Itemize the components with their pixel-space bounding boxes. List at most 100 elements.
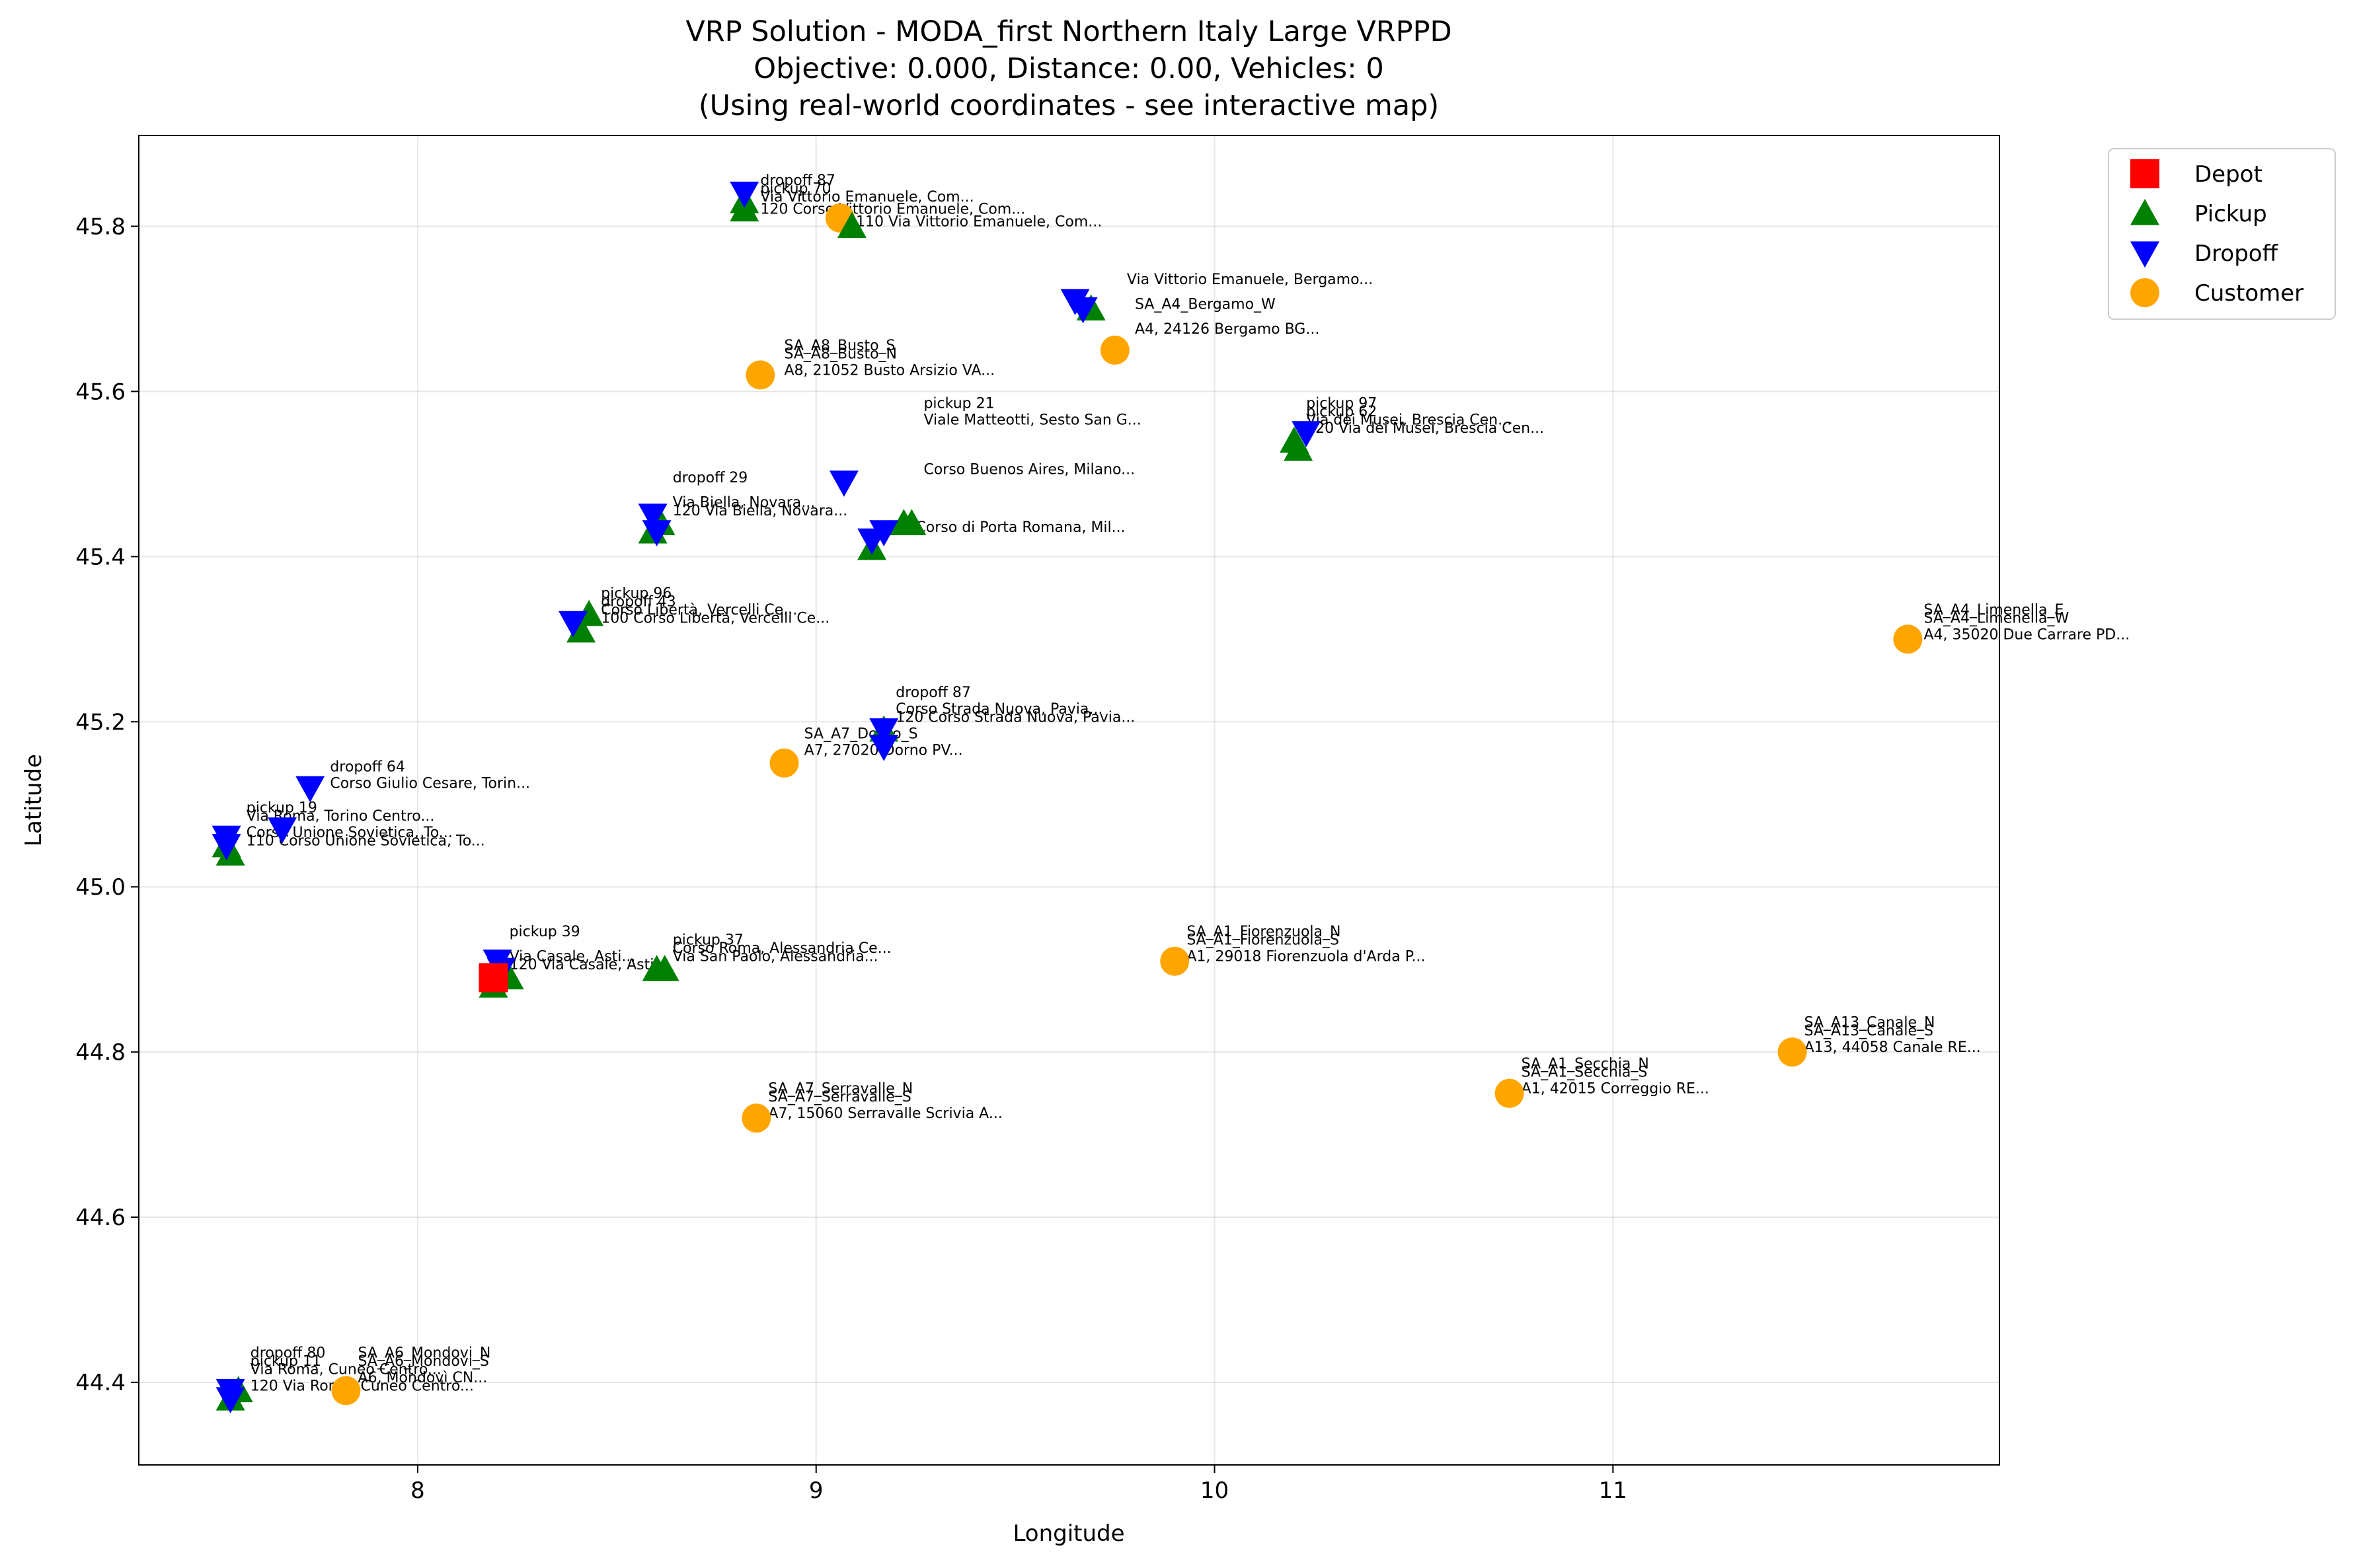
depot-marker [479, 963, 508, 992]
point-annotation: A1, 29018 Fiorenzuola d'Arda P... [1186, 949, 1425, 965]
customer-marker [1160, 946, 1190, 976]
point-annotation: dropoff 64 [330, 759, 405, 775]
grid-layer [139, 135, 1999, 1465]
point-annotation: Corso Libertà, Vercelli Ce... [601, 602, 797, 618]
x-tick-label: 9 [809, 1477, 824, 1504]
point-annotation: pickup 97 [1306, 395, 1377, 412]
y-axis-label: Latitude [20, 754, 47, 846]
y-tick-label: 45.8 [75, 213, 126, 240]
legend-customer-marker [2130, 278, 2159, 307]
chart-subtitle-2: (Using real-world coordinates - see inte… [699, 89, 1439, 122]
x-axis-label: Longitude [1013, 1520, 1124, 1547]
point-annotation: SA_A8_Busto_N [785, 346, 898, 362]
chart-subtitle: Objective: 0.000, Distance: 0.00, Vehicl… [754, 52, 1383, 85]
point-annotation: A8, 21052 Busto Arsizio VA... [785, 362, 995, 379]
legend-depot-label: Depot [2194, 161, 2262, 188]
point-annotation: SA_A13_Canale_S [1804, 1023, 1933, 1039]
dropoff-marker [1068, 297, 1098, 324]
customer-marker [1100, 335, 1130, 365]
point-annotation: SA_A4_Limenella_W [1923, 610, 2069, 626]
dropoff-marker [295, 776, 325, 803]
point-annotation: Corso di Porta Romana, Mil... [915, 519, 1125, 536]
point-annotation: Corso Strada Nuova, Pavia... [896, 701, 1102, 718]
point-annotation: pickup 96 [601, 585, 672, 602]
point-annotation: SA_A4_Limenella_E [1923, 602, 2064, 618]
point-annotation: SA_A7_Dorno_S [804, 726, 918, 742]
point-annotation: Corso Buenos Aires, Milano... [923, 461, 1135, 478]
x-tick-label: 8 [410, 1477, 425, 1504]
customer-marker [769, 748, 799, 778]
point-annotation: 120 Via Casale, Asti... [510, 957, 668, 973]
point-annotation: Corso Roma, Alessandria Ce... [673, 940, 892, 957]
point-annotation: SA_A7_Serravalle_N [768, 1081, 913, 1098]
point-annotation: pickup 19 [247, 800, 317, 817]
dropoff-marker [215, 1387, 245, 1414]
point-annotation: SA_A6_Mondovi_N [358, 1345, 491, 1362]
dropoff-marker [869, 718, 899, 745]
point-annotation: 120 Via Biella, Novara... [673, 503, 848, 519]
dropoff-marker [869, 735, 899, 761]
point-annotation: A7, 15060 Serravalle Scrivia A... [768, 1105, 1002, 1122]
legend-dropoff-marker [2130, 241, 2159, 268]
customer-marker [742, 1103, 771, 1133]
y-tick-label: 44.6 [75, 1205, 126, 1231]
point-annotation: dropoff 87 [896, 685, 971, 701]
point-annotation: SA_A1_Fiorenzuola_S [1186, 932, 1339, 949]
point-annotation: Via San Paolo, Alessandria... [673, 949, 878, 965]
pickup-marker [1284, 434, 1313, 461]
legend-pickup-marker [2130, 199, 2159, 225]
marker-layer [212, 181, 1923, 1414]
point-annotation: 120 Via Roma, Cuneo Centro... [251, 1378, 474, 1395]
point-annotation: 120 Corso Strada Nuova, Pavia... [896, 709, 1135, 726]
point-annotation: SA_A6_Mondovi_S [358, 1353, 489, 1370]
dropoff-marker [638, 504, 668, 530]
x-tick-label: 10 [1200, 1477, 1229, 1504]
point-annotation: dropoff 87 [760, 172, 835, 189]
point-annotation: Via Vittorio Emanuele, Bergamo... [1127, 272, 1373, 288]
dropoff-marker [1292, 421, 1321, 447]
point-annotation: 120 Corso Vittorio Emanuele, Com... [760, 202, 1025, 218]
point-annotation: 110 Via Vittorio Emanuele, Com... [856, 213, 1102, 230]
pickup-marker [650, 955, 679, 981]
pickup-marker [837, 211, 867, 239]
point-annotation: SA_A1_Secchia_N [1522, 1056, 1649, 1072]
legend-dropoff-label: Dropoff [2194, 241, 2279, 267]
point-annotation: pickup 11 [251, 1353, 321, 1370]
point-annotation: Via Casale, Asti... [510, 949, 636, 965]
dropoff-marker [730, 181, 759, 208]
point-annotation: pickup 37 [673, 932, 744, 949]
point-annotation: SA_A4_Bergamo_W [1135, 296, 1276, 313]
customer-marker [1494, 1078, 1524, 1108]
point-annotation: pickup 70 [760, 180, 831, 197]
pickup-marker [897, 509, 927, 535]
legend-frame [2108, 148, 2336, 320]
point-annotation: pickup 39 [510, 924, 580, 940]
point-annotation: SA_A7_Serravalle_S [768, 1089, 911, 1105]
point-annotation: SA_A1_Fiorenzuola_N [1186, 924, 1340, 940]
point-annotation: Via Biella, Novara... [673, 494, 816, 511]
y-tick-label: 45.4 [75, 544, 126, 570]
legend-depot-marker [2130, 159, 2159, 188]
x-tick-label: 11 [1599, 1477, 1627, 1504]
point-annotation: Viale Matteotti, Sesto San G... [923, 412, 1141, 428]
pickup-marker [730, 195, 759, 222]
y-tick-label: 44.4 [75, 1370, 126, 1396]
customer-marker [1777, 1037, 1807, 1067]
dropoff-marker [869, 520, 899, 546]
point-annotation: Via dei Musei, Brescia Cen... [1306, 412, 1512, 428]
point-annotation: A4, 24126 Bergamo BG... [1135, 321, 1319, 338]
y-tick-label: 45.2 [75, 709, 126, 735]
dropoff-marker [642, 520, 672, 546]
customer-marker [331, 1376, 361, 1405]
point-annotation: Via Roma, Cuneo Centro... [251, 1362, 442, 1378]
point-annotation: A1, 42015 Correggio RE... [1522, 1081, 1709, 1098]
customer-marker [1893, 624, 1923, 654]
point-annotation: A4, 35020 Due Carrare PD... [1923, 626, 2130, 643]
dropoff-marker [212, 834, 241, 860]
point-annotation: dropoff 80 [251, 1345, 326, 1362]
tick-layer: 8 9 10 11 44.4 44.6 44.8 45.0 45.2 45.4 45.6 45.8 [75, 213, 1627, 1504]
y-tick-label: 44.8 [75, 1039, 126, 1066]
point-annotation: pickup 62 [1306, 404, 1377, 420]
